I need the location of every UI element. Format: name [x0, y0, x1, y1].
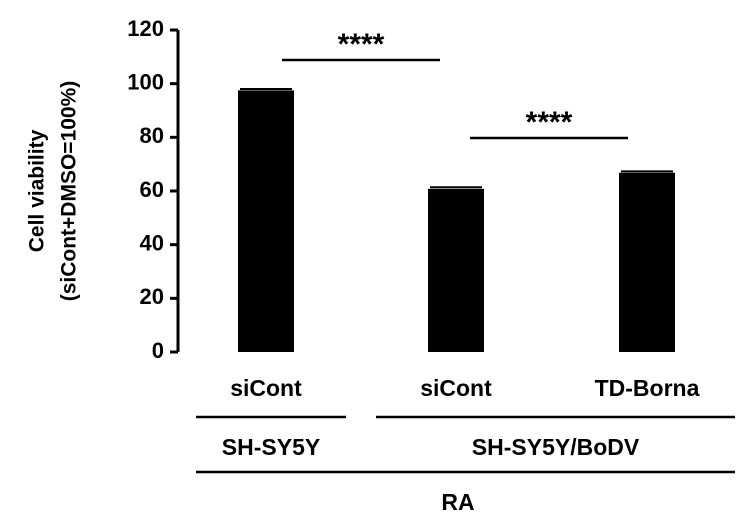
significance-annotations: **** ****: [282, 28, 628, 140]
y-tick-label: 20: [140, 284, 164, 309]
bar: [619, 172, 675, 352]
category-labels: siCont siCont TD-Borna SH-SY5Y SH-SY5Y/BoDV R…: [196, 375, 735, 515]
bar: [238, 90, 294, 352]
y-tick-label: 0: [152, 338, 164, 363]
y-axis-title-line: (siCont+DMSO=100%): [58, 81, 81, 302]
category-label: TD-Borna: [595, 375, 700, 401]
significance-label: ****: [338, 28, 385, 61]
y-tick-label: 120: [127, 16, 164, 41]
group-label: SH-SY5Y: [222, 434, 320, 460]
y-axis-title: Cell viability (siCont+DMSO=100%): [26, 81, 81, 302]
y-tick-label: 80: [140, 123, 164, 148]
treatment-label: RA: [441, 489, 474, 515]
y-axis: 0 20 40 60 80 100 120: [127, 16, 180, 363]
group-label: SH-SY5Y/BoDV: [472, 434, 640, 460]
y-tick-label: 100: [127, 69, 164, 94]
bar: [428, 188, 484, 352]
bars: [238, 88, 675, 352]
category-label: siCont: [230, 375, 302, 401]
y-tick-label: 40: [140, 230, 164, 255]
significance-label: ****: [526, 106, 573, 139]
y-tick-label: 60: [140, 177, 164, 202]
y-axis-title-line: Cell viability: [26, 129, 49, 252]
category-label: siCont: [420, 375, 492, 401]
